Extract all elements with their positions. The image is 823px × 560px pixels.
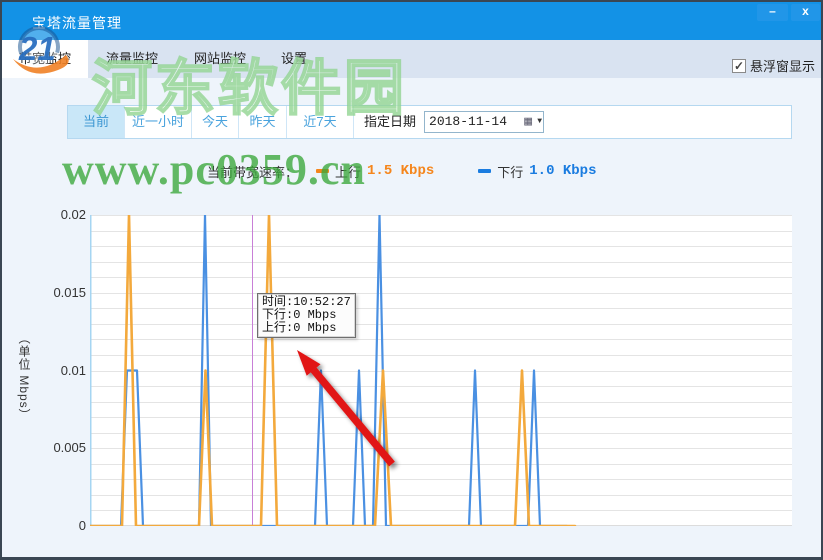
filter-button-yesterday[interactable]: 昨天 bbox=[239, 106, 287, 138]
upload-line-swatch-icon bbox=[316, 169, 330, 173]
y-tick-label: 0.005 bbox=[53, 440, 86, 456]
title-bar: 宝塔流量管理 – x bbox=[2, 2, 821, 40]
tab-bandwidth-monitor[interactable]: 带宽监控 bbox=[2, 40, 88, 78]
bandwidth-chart[interactable] bbox=[90, 215, 792, 526]
y-tick-label: 0.02 bbox=[60, 207, 86, 222]
close-button[interactable]: x bbox=[791, 4, 820, 21]
upload-rate-value: 1.5 Kbps bbox=[367, 163, 435, 179]
calendar-icon[interactable]: ▦ bbox=[524, 114, 533, 129]
date-input[interactable]: 2018-11-14 ▦ ▼ bbox=[424, 111, 545, 133]
minimize-button[interactable]: – bbox=[757, 4, 788, 21]
y-tick-label: 0 bbox=[78, 518, 86, 533]
time-filter-bar: 当前 近一小时 今天 昨天 近7天 指定日期 2018-11-14 ▦ ▼ bbox=[67, 105, 792, 139]
tab-traffic-monitor[interactable]: 流量监控 bbox=[105, 51, 158, 66]
filter-button-last-hour[interactable]: 近一小时 bbox=[125, 106, 192, 138]
filter-button-current[interactable]: 当前 bbox=[68, 106, 125, 138]
window-title: 宝塔流量管理 bbox=[32, 15, 122, 31]
legend-prefix: 当前带宽速率： bbox=[207, 164, 299, 180]
y-tick-label: 0.01 bbox=[60, 362, 86, 378]
y-axis-labels: 0 0.005 0.01 0.015 0.02 bbox=[40, 207, 86, 533]
tooltip-upload-line: 上行:0 Mbps bbox=[262, 321, 337, 335]
checkbox-check-icon[interactable]: ✓ bbox=[732, 58, 746, 73]
tooltip-download-line: 下行:0 Mbps bbox=[262, 308, 337, 322]
overlay-checkbox-label: 悬浮窗显示 bbox=[750, 59, 816, 74]
series-line-upload bbox=[90, 215, 577, 526]
y-tick-label: 0.015 bbox=[53, 284, 86, 300]
tab-settings[interactable]: 设置 bbox=[280, 51, 307, 66]
chart-tooltip: 时间:10:52:27 下行:0 Mbps 上行:0 Mbps bbox=[257, 293, 356, 338]
date-value: 2018-11-14 bbox=[429, 114, 508, 129]
filter-button-last-7-days[interactable]: 近7天 bbox=[287, 106, 354, 138]
dropdown-arrow-icon[interactable]: ▼ bbox=[537, 117, 543, 126]
bandwidth-legend: 当前带宽速率： 上行 1.5 Kbps 下行 1.0 Kbps bbox=[207, 162, 596, 180]
overlay-window-checkbox[interactable]: ✓ 悬浮窗显示 bbox=[732, 56, 815, 75]
upload-label: 上行 bbox=[335, 164, 362, 180]
download-line-swatch-icon bbox=[478, 169, 492, 173]
download-label: 下行 bbox=[497, 164, 524, 180]
filter-button-today[interactable]: 今天 bbox=[192, 106, 239, 138]
download-rate-value: 1.0 Kbps bbox=[529, 163, 597, 179]
tooltip-time-line: 时间:10:52:27 bbox=[262, 295, 351, 309]
date-picker-label: 指定日期 bbox=[364, 114, 417, 129]
tab-bar: 带宽监控 流量监控 网站监控 设置 bbox=[2, 40, 821, 78]
y-axis-title: （单位 Mbps） bbox=[17, 332, 31, 422]
tab-website-monitor[interactable]: 网站监控 bbox=[193, 51, 246, 66]
